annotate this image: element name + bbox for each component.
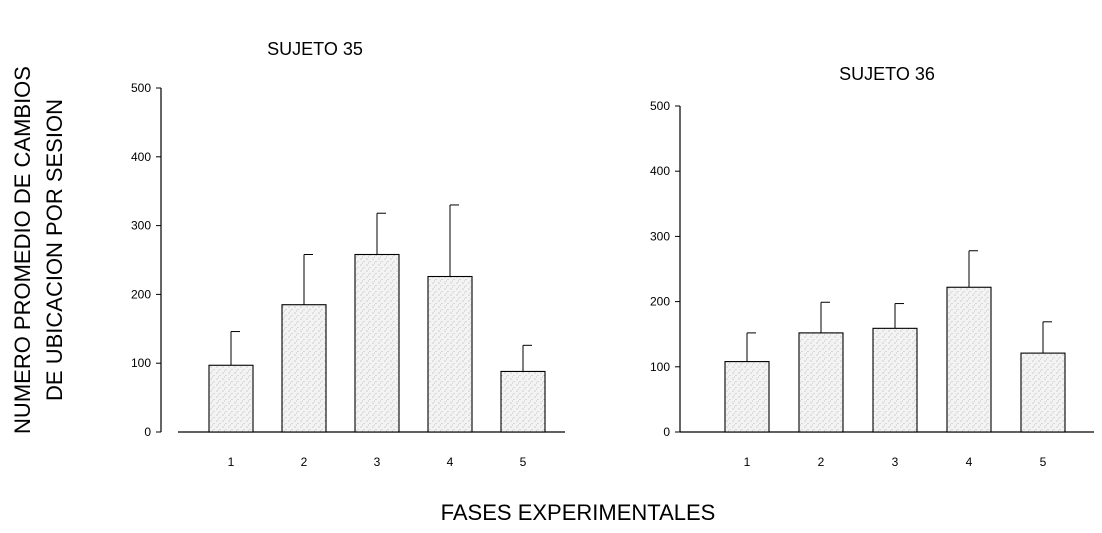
- bar: [427, 275, 473, 433]
- y-tick-label: 500: [650, 99, 670, 113]
- x-tick-label: 4: [447, 455, 454, 469]
- x-tick-label: 1: [228, 455, 235, 469]
- chart-title: SUJETO 35: [267, 39, 363, 59]
- x-tick-label: 3: [892, 455, 899, 469]
- y-tick-label: 400: [650, 164, 670, 178]
- y-axis-label-line1: NUMERO PROMEDIO DE CAMBIOS: [10, 66, 35, 434]
- bar: [354, 253, 400, 433]
- x-tick-label: 5: [520, 455, 527, 469]
- x-tick-label: 3: [374, 455, 381, 469]
- y-tick-label: 300: [650, 229, 670, 243]
- y-tick-label: 100: [131, 356, 151, 370]
- chart-title: SUJETO 36: [839, 64, 935, 84]
- bar: [208, 364, 254, 433]
- x-tick-label: 4: [966, 455, 973, 469]
- panel-sujeto-35: SUJETO 35 0 100 200 300 400 500 1 2 3 4 5: [131, 39, 565, 469]
- bar: [798, 332, 844, 433]
- x-tick-label: 2: [301, 455, 308, 469]
- x-tick-label: 2: [818, 455, 825, 469]
- y-tick-label: 0: [144, 425, 151, 439]
- bar: [724, 361, 770, 433]
- x-axis-label: FASES EXPERIMENTALES: [441, 500, 716, 525]
- y-tick-label: 200: [650, 295, 670, 309]
- bar: [500, 370, 546, 433]
- x-tick-label: 1: [744, 455, 751, 469]
- bar: [1020, 352, 1066, 433]
- y-tick-label: 400: [131, 150, 151, 164]
- bar: [281, 304, 327, 433]
- y-axis-label-line2: DE UBICACION POR SESION: [42, 99, 67, 401]
- y-tick-label: 300: [131, 219, 151, 233]
- y-tick-label: 100: [650, 360, 670, 374]
- bar: [872, 327, 918, 433]
- y-tick-label: 500: [131, 81, 151, 95]
- x-tick-label: 5: [1040, 455, 1047, 469]
- bar: [946, 286, 992, 433]
- y-tick-label: 0: [663, 425, 670, 439]
- panel-sujeto-36: SUJETO 36 0 100 200 300 400 500 1 2 3 4 5: [650, 64, 1094, 469]
- y-tick-label: 200: [131, 287, 151, 301]
